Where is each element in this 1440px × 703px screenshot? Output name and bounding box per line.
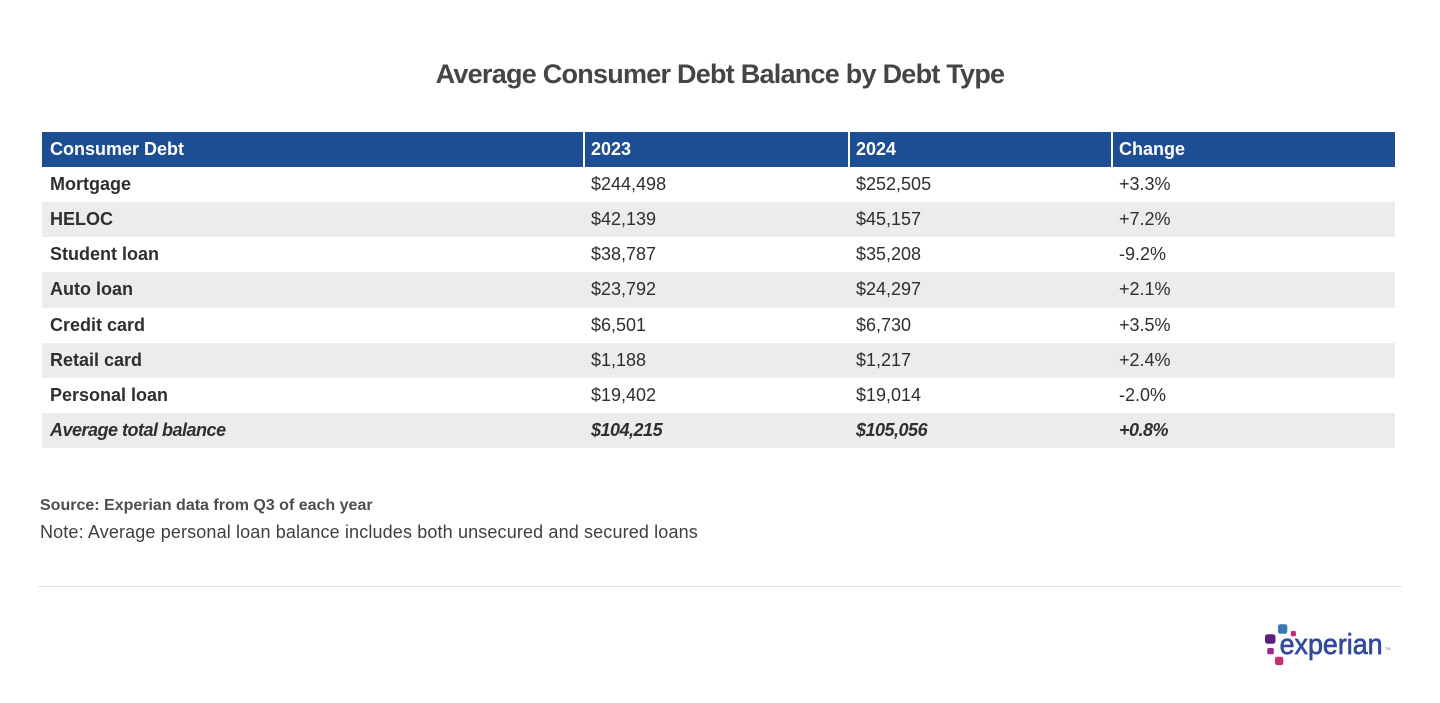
svg-text:™: ™ — [1385, 647, 1392, 654]
svg-text:experian: experian — [1280, 629, 1383, 661]
